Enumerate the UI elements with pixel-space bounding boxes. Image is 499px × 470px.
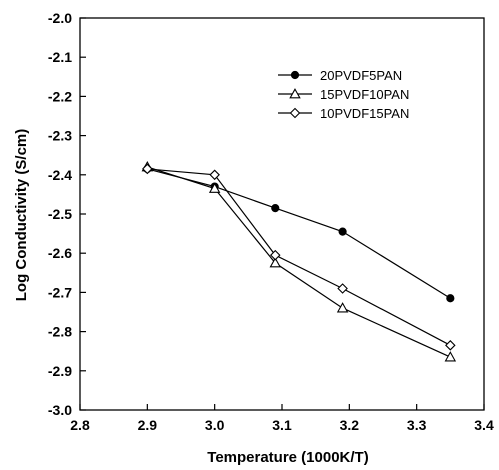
series-0 bbox=[143, 164, 455, 303]
x-tick-label: 3.2 bbox=[340, 417, 360, 433]
x-tick-label: 3.4 bbox=[474, 417, 494, 433]
x-tick-label: 3.1 bbox=[272, 417, 292, 433]
data-point bbox=[142, 163, 153, 175]
series-line bbox=[147, 166, 451, 358]
x-tick-label: 3.3 bbox=[407, 417, 427, 433]
series-line bbox=[147, 168, 451, 346]
x-axis-title: Temperature (1000K/T) bbox=[207, 449, 368, 466]
x-tick-label: 2.9 bbox=[138, 417, 158, 433]
legend-marker bbox=[290, 70, 300, 80]
legend-label: 10PVDF15PAN bbox=[320, 106, 409, 121]
y-axis-title: Log Conductivity (S/cm) bbox=[13, 129, 30, 302]
data-point bbox=[209, 169, 220, 181]
legend-label: 15PVDF10PAN bbox=[320, 87, 409, 102]
plot-area-frame bbox=[79, 17, 485, 411]
series-1 bbox=[141, 161, 457, 362]
y-tick-label: -2.7 bbox=[48, 284, 72, 300]
data-point bbox=[269, 249, 281, 261]
y-tick-label: -2.4 bbox=[48, 167, 72, 183]
data-point bbox=[444, 351, 457, 362]
data-point bbox=[337, 283, 348, 294]
data-point bbox=[271, 204, 280, 213]
x-tick-label: 3.0 bbox=[205, 417, 225, 433]
legend-label: 20PVDF5PAN bbox=[320, 68, 402, 83]
legend-marker bbox=[289, 88, 301, 99]
y-tick-label: -2.1 bbox=[48, 49, 72, 65]
y-tick-label: -2.0 bbox=[48, 10, 72, 26]
data-point bbox=[445, 340, 456, 351]
x-tick-label: 2.8 bbox=[70, 417, 90, 433]
y-tick-label: -2.5 bbox=[48, 206, 72, 222]
y-tick-label: -2.9 bbox=[48, 363, 72, 379]
data-point bbox=[208, 182, 221, 193]
y-tick-label: -2.6 bbox=[48, 245, 72, 261]
legend-entry: 15PVDF10PAN bbox=[278, 87, 409, 102]
y-tick-label: -3.0 bbox=[48, 402, 72, 418]
data-point bbox=[338, 227, 347, 236]
legend-entry: 20PVDF5PAN bbox=[278, 68, 402, 83]
y-tick-label: -2.8 bbox=[48, 324, 72, 340]
data-point bbox=[269, 257, 282, 268]
y-tick-label: -2.2 bbox=[48, 88, 72, 104]
data-point bbox=[446, 294, 455, 303]
y-tick-label: -2.3 bbox=[48, 128, 72, 144]
series-2 bbox=[142, 163, 456, 351]
legend-entry: 10PVDF15PAN bbox=[278, 106, 409, 121]
legend-marker bbox=[289, 107, 301, 119]
data-point bbox=[336, 302, 349, 313]
